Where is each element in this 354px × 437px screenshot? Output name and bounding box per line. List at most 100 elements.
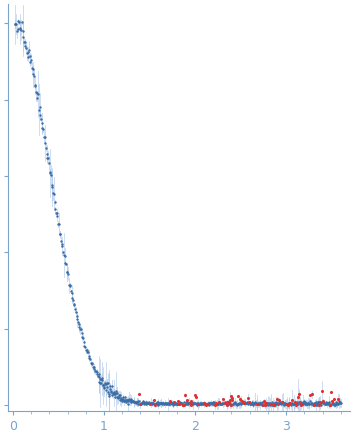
Point	[41, 133, 47, 140]
Point	[223, 399, 229, 406]
Point	[121, 398, 127, 405]
Point	[263, 402, 269, 409]
Point	[173, 400, 179, 407]
Point	[173, 400, 179, 407]
Point	[164, 400, 170, 407]
Point	[109, 392, 114, 399]
Point	[274, 395, 280, 402]
Point	[332, 401, 338, 408]
Point	[298, 401, 303, 408]
Point	[263, 399, 269, 406]
Point	[21, 38, 27, 45]
Point	[102, 383, 107, 390]
Point	[221, 400, 227, 407]
Point	[327, 402, 333, 409]
Point	[273, 401, 278, 408]
Point	[114, 389, 119, 396]
Point	[274, 400, 279, 407]
Point	[71, 301, 76, 308]
Point	[180, 401, 185, 408]
Point	[242, 399, 248, 406]
Point	[205, 399, 211, 406]
Point	[293, 400, 299, 407]
Point	[138, 400, 144, 407]
Point	[224, 401, 229, 408]
Point	[42, 139, 48, 146]
Point	[325, 400, 331, 407]
Point	[320, 399, 326, 406]
Point	[101, 382, 106, 388]
Point	[219, 401, 225, 408]
Point	[24, 49, 30, 56]
Point	[148, 399, 154, 406]
Point	[316, 399, 322, 406]
Point	[126, 397, 131, 404]
Point	[100, 382, 106, 389]
Point	[336, 399, 342, 406]
Point	[117, 397, 122, 404]
Point	[27, 52, 33, 59]
Point	[323, 400, 329, 407]
Point	[125, 400, 130, 407]
Point	[192, 399, 198, 406]
Point	[277, 399, 282, 406]
Point	[56, 220, 62, 227]
Point	[110, 389, 115, 396]
Point	[130, 398, 135, 405]
Point	[210, 399, 216, 406]
Point	[182, 400, 188, 407]
Point	[127, 398, 133, 405]
Point	[85, 349, 91, 356]
Point	[129, 395, 134, 402]
Point	[325, 399, 331, 406]
Point	[74, 316, 80, 323]
Point	[131, 398, 137, 405]
Point	[141, 399, 147, 406]
Point	[16, 18, 21, 25]
Point	[175, 401, 180, 408]
Point	[273, 399, 279, 406]
Point	[245, 395, 251, 402]
Point	[250, 400, 256, 407]
Point	[330, 400, 335, 407]
Point	[201, 400, 207, 407]
Point	[149, 399, 155, 406]
Point	[23, 44, 29, 51]
Point	[244, 399, 249, 406]
Point	[51, 190, 57, 197]
Point	[201, 399, 207, 406]
Point	[20, 27, 25, 34]
Point	[316, 401, 321, 408]
Point	[55, 220, 61, 227]
Point	[255, 401, 261, 408]
Point	[146, 400, 152, 407]
Point	[281, 400, 287, 407]
Point	[204, 401, 209, 408]
Point	[123, 398, 129, 405]
Point	[223, 400, 228, 407]
Point	[278, 399, 284, 406]
Point	[236, 400, 242, 407]
Point	[176, 400, 182, 407]
Point	[169, 399, 175, 406]
Point	[116, 393, 122, 400]
Point	[211, 400, 216, 407]
Point	[207, 400, 212, 407]
Point	[238, 398, 244, 405]
Point	[252, 400, 258, 407]
Point	[73, 309, 79, 316]
Point	[38, 111, 43, 118]
Point	[299, 401, 305, 408]
Point	[272, 400, 278, 407]
Point	[227, 396, 233, 403]
Point	[87, 355, 93, 362]
Point	[156, 400, 162, 407]
Point	[244, 399, 250, 406]
Point	[147, 399, 152, 406]
Point	[35, 90, 40, 97]
Point	[228, 401, 234, 408]
Point	[108, 388, 114, 395]
Point	[140, 398, 145, 405]
Point	[197, 400, 203, 407]
Point	[253, 400, 258, 407]
